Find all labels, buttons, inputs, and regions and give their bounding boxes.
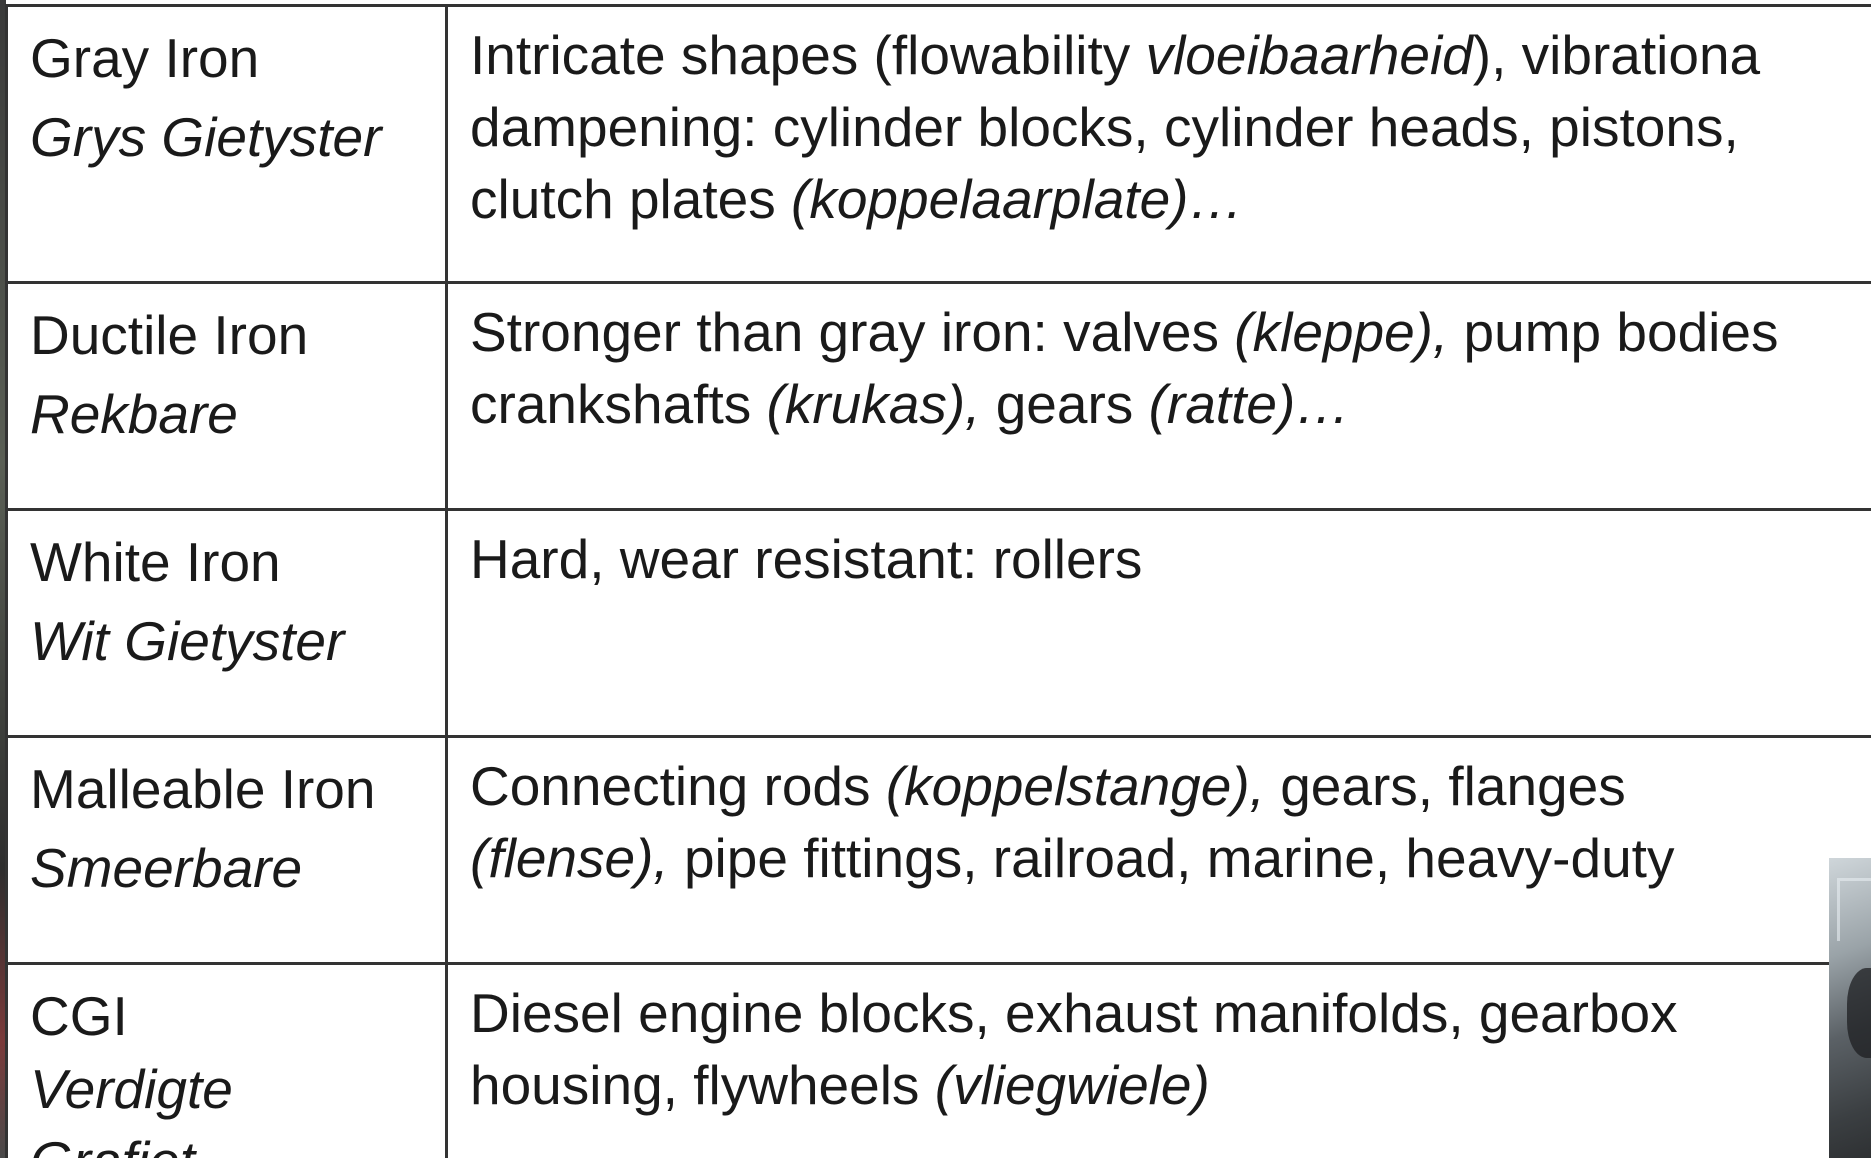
table-row: CGI VerdigteGrafiet Diesel engine blocks… xyxy=(5,962,1871,1158)
applications-cell: Intricate shapes (flowability vloeibaarh… xyxy=(445,4,1871,284)
left-edge-strip xyxy=(0,0,6,1158)
applications-line: dampening: cylinder blocks, cylinder hea… xyxy=(470,96,1739,158)
applications-cell: Diesel engine blocks, exhaust manifolds,… xyxy=(445,962,1871,1158)
table-row: Malleable Iron Smeerbare Connecting rods… xyxy=(5,735,1871,965)
applications-line: housing, flywheels (vliegwiele) xyxy=(470,1054,1210,1116)
applications-line: Stronger than gray iron: valves (kleppe)… xyxy=(470,301,1779,363)
table-row: White Iron Wit Gietyster Hard, wear resi… xyxy=(5,508,1871,738)
applications-line: Hard, wear resistant: rollers xyxy=(470,528,1143,590)
iron-type-name: White Iron xyxy=(30,531,281,593)
applications-line: clutch plates (koppelaarplate)… xyxy=(470,168,1244,230)
webcam-thumbnail xyxy=(1829,858,1871,1158)
iron-type-name: Ductile Iron xyxy=(30,304,309,366)
applications-line: Intricate shapes (flowability vloeibaarh… xyxy=(470,24,1761,86)
applications-cell: Stronger than gray iron: valves (kleppe)… xyxy=(445,281,1871,511)
applications-line: Connecting rods (koppelstange), gears, f… xyxy=(470,755,1626,817)
iron-type-cell: Gray Iron Grys Gietyster xyxy=(5,4,448,284)
applications-line: (flense), pipe fittings, railroad, marin… xyxy=(470,827,1675,889)
applications-cell: Hard, wear resistant: rollers xyxy=(445,508,1871,738)
iron-type-translation: Grys Gietyster xyxy=(30,106,382,168)
applications-line: Diesel engine blocks, exhaust manifolds,… xyxy=(470,982,1678,1044)
iron-type-translation: Rekbare xyxy=(30,383,238,445)
iron-type-cell: CGI VerdigteGrafiet xyxy=(5,962,448,1158)
table-row: Gray Iron Grys Gietyster Intricate shape… xyxy=(5,4,1871,284)
iron-type-translation: Wit Gietyster xyxy=(30,610,345,672)
iron-type-name: Malleable Iron xyxy=(30,758,376,820)
iron-type-translation: VerdigteGrafiet xyxy=(30,1058,233,1158)
table-row: Ductile Iron Rekbare Stronger than gray … xyxy=(5,281,1871,511)
iron-type-cell: Ductile Iron Rekbare xyxy=(5,281,448,511)
iron-type-cell: Malleable Iron Smeerbare xyxy=(5,735,448,965)
applications-line: crankshafts (krukas), gears (ratte)… xyxy=(470,373,1351,435)
cast-iron-applications-table: Gray Iron Grys Gietyster Intricate shape… xyxy=(5,4,1871,1158)
iron-type-name: CGI xyxy=(30,985,128,1047)
applications-cell: Connecting rods (koppelstange), gears, f… xyxy=(445,735,1871,965)
iron-type-cell: White Iron Wit Gietyster xyxy=(5,508,448,738)
iron-type-name: Gray Iron xyxy=(30,27,260,89)
iron-type-translation: Smeerbare xyxy=(30,837,303,899)
